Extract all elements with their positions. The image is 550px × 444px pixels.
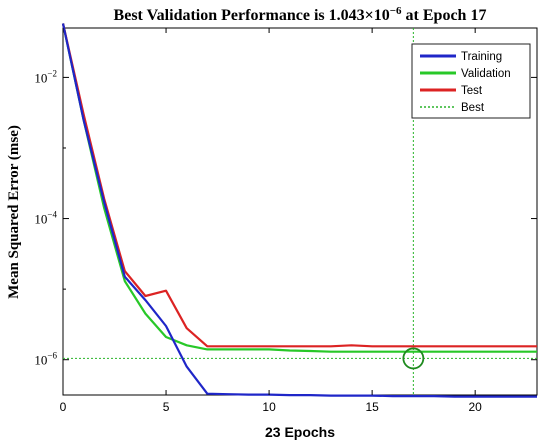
x-tick-label: 15 xyxy=(365,400,379,414)
legend-label-training: Training xyxy=(461,51,502,63)
x-tick-label: 5 xyxy=(163,400,170,414)
y-tick-label: 10−4 xyxy=(34,210,57,227)
series-line-training xyxy=(61,23,537,398)
best-point-marker xyxy=(402,347,425,370)
chart-title-exponent: −6 xyxy=(390,5,402,17)
legend-label-validation: Validation xyxy=(461,68,511,80)
axis-layer: 0 5 10 15 20 10−2 10−4 10−6 xyxy=(34,28,537,414)
x-tick-label: 0 xyxy=(60,400,67,414)
legend: Training Validation Test Best xyxy=(411,43,531,119)
chart-title: Best Validation Performance is 1.043×10−… xyxy=(114,5,487,24)
y-tick-label: 10−2 xyxy=(34,68,57,85)
chart-title-main: Best Validation Performance is 1.043×10 xyxy=(114,7,390,24)
x-tick-label: 10 xyxy=(262,400,276,414)
series-line-validation xyxy=(61,23,537,353)
chart-title-tail: at Epoch 17 xyxy=(402,7,487,24)
legend-label-test: Test xyxy=(461,85,483,97)
series-line-test xyxy=(61,23,537,348)
legend-label-best: Best xyxy=(461,102,485,114)
y-axis-label: Mean Squared Error (mse) xyxy=(6,125,22,299)
x-tick-label: 20 xyxy=(468,400,482,414)
y-tick-label: 10−6 xyxy=(34,351,57,368)
x-axis-label: 23 Epochs xyxy=(265,424,335,440)
